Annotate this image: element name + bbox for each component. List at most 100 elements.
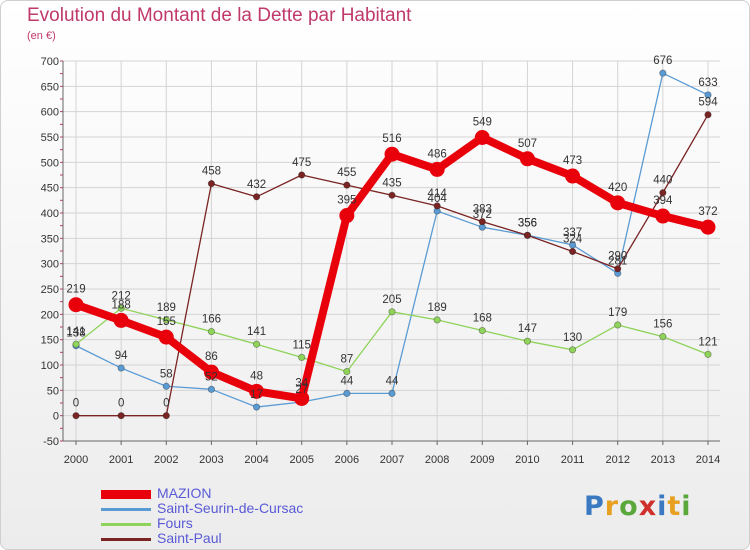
data-point: [478, 218, 486, 226]
data-point: [117, 412, 125, 420]
data-point: [429, 161, 445, 177]
x-tick-label: 2010: [515, 454, 539, 466]
data-point: [339, 208, 355, 224]
data-point: [343, 181, 351, 189]
data-label: 52: [205, 371, 218, 383]
data-point: [162, 316, 170, 324]
y-tick-label: 550: [41, 132, 59, 144]
data-label: 432: [247, 179, 266, 191]
data-point: [72, 340, 80, 348]
data-point: [343, 389, 351, 397]
data-point: [568, 241, 577, 249]
data-point: [158, 329, 174, 345]
x-tick-label: 2004: [244, 454, 268, 466]
legend-item: Fours: [101, 515, 361, 532]
y-tick-label: 600: [41, 107, 59, 119]
data-label: 121: [698, 336, 717, 348]
data-label: 115: [293, 339, 311, 351]
data-point: [614, 265, 622, 273]
x-tick-label: 2002: [154, 454, 178, 466]
data-point: [655, 208, 671, 224]
data-point: [704, 111, 712, 119]
logo-letter: i: [657, 491, 668, 522]
x-tick-label: 2012: [605, 454, 629, 466]
data-label: 168: [473, 313, 492, 325]
data-point: [207, 180, 216, 188]
data-point: [474, 130, 490, 146]
y-tick-label: 200: [41, 309, 59, 321]
logo-letter: t: [667, 491, 682, 522]
data-label: 633: [698, 77, 717, 89]
data-label: 48: [250, 370, 263, 382]
data-point: [203, 364, 219, 380]
data-point: [298, 171, 306, 179]
data-point: [252, 403, 261, 411]
data-point: [117, 364, 125, 372]
data-label: 86: [205, 351, 218, 363]
data-label: 212: [112, 290, 131, 302]
data-label: 205: [382, 294, 401, 306]
y-tick-label: 500: [41, 157, 59, 169]
x-tick-label: 2001: [109, 454, 133, 466]
y-tick-label: 650: [41, 81, 59, 93]
data-label: 420: [608, 182, 627, 194]
data-label: 395: [337, 195, 356, 207]
data-label: 475: [292, 157, 311, 169]
legend-swatch: [101, 490, 151, 499]
data-label: 44: [340, 375, 353, 387]
legend-label: Saint-Seurin-de-Cursac: [157, 500, 304, 516]
legend-swatch: [101, 508, 151, 511]
data-point: [384, 146, 400, 162]
logo-letter: i: [681, 491, 692, 522]
data-label: 94: [115, 350, 128, 362]
data-label: 383: [473, 204, 492, 216]
data-label: 44: [386, 375, 399, 387]
x-tick-label: 2008: [425, 454, 449, 466]
data-point: [704, 350, 712, 358]
data-label: 141: [66, 326, 85, 338]
data-point: [343, 367, 351, 376]
data-point: [433, 316, 441, 324]
data-label: 356: [518, 217, 537, 229]
data-label: 507: [518, 138, 537, 150]
data-point: [568, 247, 577, 256]
y-tick-label: 700: [41, 56, 59, 68]
y-tick-label: 250: [41, 284, 59, 296]
data-point: [68, 297, 84, 313]
data-label: 166: [202, 314, 221, 326]
data-label: 440: [653, 175, 672, 187]
chart-title: Evolution du Montant de la Dette par Hab…: [27, 5, 412, 26]
x-tick-label: 2003: [199, 454, 223, 466]
legend-item: MAZION: [101, 485, 361, 502]
x-tick-label: 2014: [696, 454, 720, 466]
data-point: [252, 193, 261, 201]
data-label: 179: [608, 307, 627, 319]
data-label: 17: [250, 389, 263, 401]
data-point: [252, 340, 261, 348]
y-tick-label: 50: [47, 385, 59, 397]
axes: -50 0 50 100 150 200 250 300 350 400 450 500 550 600 6…: [41, 56, 721, 466]
x-tick-label: 2011: [561, 454, 585, 466]
data-label: 188: [112, 299, 131, 311]
x-tick-label: 2009: [470, 454, 494, 466]
data-label: 337: [563, 227, 582, 239]
data-label: 189: [157, 302, 176, 314]
legend-item: Saint-Seurin-de-Cursac: [101, 500, 361, 517]
data-label: 435: [382, 177, 401, 189]
data-point: [568, 346, 577, 354]
data-label: 394: [653, 195, 673, 207]
data-point: [565, 168, 581, 184]
y-tick-label: 100: [41, 360, 59, 372]
data-label: 156: [653, 319, 672, 331]
x-tick-label: 2007: [380, 454, 404, 466]
y-tick-label: 450: [41, 183, 59, 195]
data-point: [162, 382, 170, 390]
data-label: 219: [66, 284, 85, 296]
data-label: 372: [698, 206, 717, 218]
logo-letter: x: [638, 491, 658, 522]
data-label: 549: [473, 117, 492, 129]
data-label: 290: [608, 251, 627, 263]
data-point: [700, 219, 716, 235]
logo-letter: P: [584, 491, 605, 522]
